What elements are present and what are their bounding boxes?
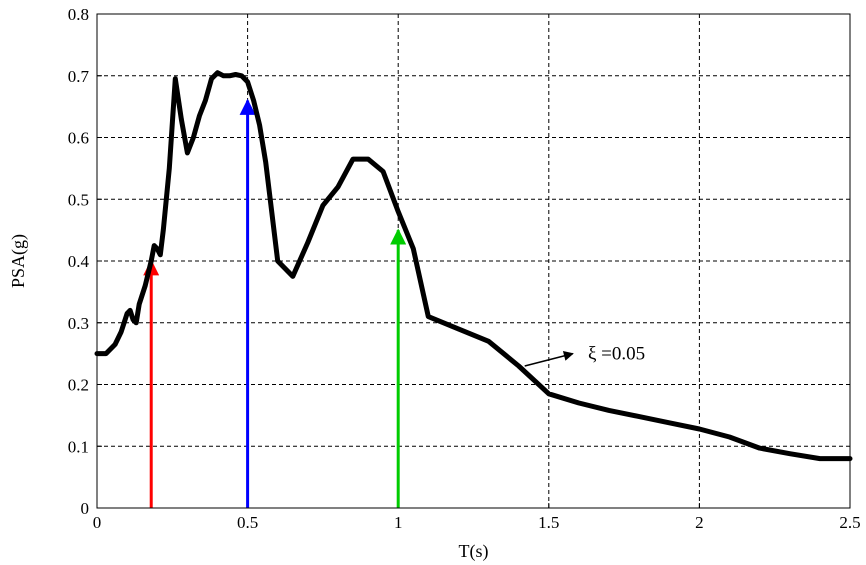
x-tick-label: 1	[394, 513, 403, 532]
y-tick-label: 0.5	[68, 190, 89, 209]
psa-series	[94, 70, 853, 462]
period-arrows	[143, 98, 407, 508]
x-tick-label: 2	[695, 513, 704, 532]
y-tick-label: 0.8	[68, 5, 89, 24]
y-tick-label: 0	[81, 499, 90, 518]
damping-label: ξ =0.05	[588, 344, 645, 365]
y-tick-label: 0.1	[68, 437, 89, 456]
annotation-arrow	[524, 351, 574, 367]
x-axis-label: T(s)	[459, 541, 489, 562]
y-tick-label: 0.4	[68, 252, 90, 271]
x-tick-label: 0.5	[237, 513, 258, 532]
y-tick-label: 0.3	[68, 314, 89, 333]
x-tick-label: 1.5	[538, 513, 559, 532]
x-tick-label: 0	[93, 513, 102, 532]
y-tick-label: 0.7	[68, 67, 90, 86]
y-axis-label: PSA(g)	[8, 234, 29, 288]
series-line	[94, 70, 853, 462]
x-tick-label: 2.5	[839, 513, 860, 532]
plot-frame	[96, 13, 851, 509]
damping-annotation	[524, 351, 574, 367]
tick-labels: 0 0.5 1 1.5 2 2.5 0 0.1 0.2 0.3 0.4 0.5 0.6 0.7 0.8	[68, 5, 861, 532]
y-tick-label: 0.2	[68, 376, 89, 395]
y-tick-label: 0.6	[68, 129, 89, 148]
